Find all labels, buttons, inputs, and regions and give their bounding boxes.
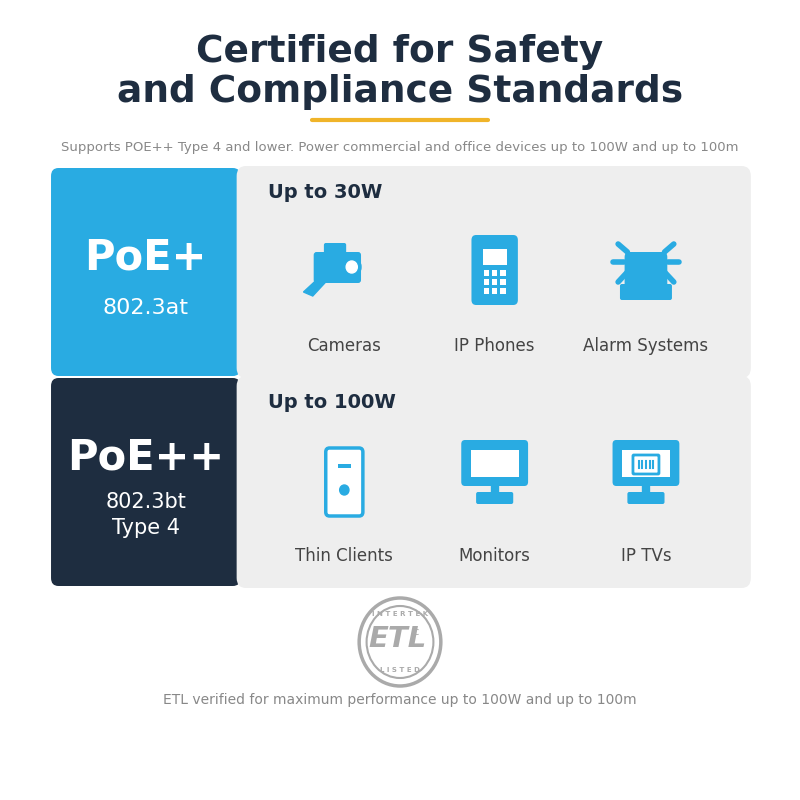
FancyBboxPatch shape	[324, 243, 346, 257]
Text: Type 4: Type 4	[112, 518, 180, 538]
Text: Thin Clients: Thin Clients	[295, 547, 394, 565]
Circle shape	[359, 598, 441, 686]
FancyBboxPatch shape	[500, 270, 506, 276]
Text: ETL: ETL	[368, 625, 426, 653]
FancyBboxPatch shape	[314, 252, 361, 283]
Text: Up to 100W: Up to 100W	[268, 394, 396, 413]
FancyBboxPatch shape	[338, 464, 351, 468]
FancyBboxPatch shape	[620, 284, 672, 300]
FancyBboxPatch shape	[492, 279, 498, 285]
FancyBboxPatch shape	[326, 448, 363, 516]
Text: 802.3bt: 802.3bt	[106, 492, 186, 512]
FancyBboxPatch shape	[476, 492, 514, 504]
FancyBboxPatch shape	[482, 249, 506, 265]
FancyBboxPatch shape	[492, 270, 498, 276]
Text: L I S T E D: L I S T E D	[380, 667, 420, 673]
FancyBboxPatch shape	[500, 279, 506, 285]
Text: I N T E R T E K: I N T E R T E K	[372, 611, 428, 617]
FancyBboxPatch shape	[625, 252, 667, 290]
Text: Certified for Safety: Certified for Safety	[196, 34, 604, 70]
FancyBboxPatch shape	[633, 455, 659, 474]
Text: Up to 30W: Up to 30W	[268, 183, 382, 202]
FancyBboxPatch shape	[462, 440, 528, 486]
Text: IP TVs: IP TVs	[621, 547, 671, 565]
Polygon shape	[303, 280, 328, 296]
Circle shape	[340, 485, 349, 495]
FancyBboxPatch shape	[500, 288, 506, 294]
Circle shape	[346, 261, 358, 273]
Text: PoE+: PoE+	[85, 237, 207, 279]
FancyBboxPatch shape	[51, 378, 240, 586]
FancyBboxPatch shape	[483, 279, 489, 285]
Text: Alarm Systems: Alarm Systems	[583, 337, 709, 355]
FancyBboxPatch shape	[237, 376, 751, 588]
Text: c: c	[413, 627, 418, 637]
Text: Supports POE++ Type 4 and lower. Power commercial and office devices up to 100W : Supports POE++ Type 4 and lower. Power c…	[62, 142, 738, 154]
Text: ETL verified for maximum performance up to 100W and up to 100m: ETL verified for maximum performance up …	[163, 693, 637, 707]
FancyBboxPatch shape	[471, 235, 518, 305]
Text: Cameras: Cameras	[307, 337, 382, 355]
Circle shape	[366, 606, 434, 678]
FancyBboxPatch shape	[470, 450, 518, 477]
Text: Monitors: Monitors	[458, 547, 530, 565]
FancyBboxPatch shape	[483, 288, 489, 294]
FancyBboxPatch shape	[483, 270, 489, 276]
Text: and Compliance Standards: and Compliance Standards	[117, 74, 683, 110]
FancyBboxPatch shape	[492, 288, 498, 294]
Text: PoE++: PoE++	[67, 437, 224, 479]
FancyBboxPatch shape	[622, 450, 670, 477]
Circle shape	[342, 257, 361, 277]
Text: IP Phones: IP Phones	[454, 337, 535, 355]
FancyBboxPatch shape	[627, 492, 665, 504]
FancyBboxPatch shape	[237, 166, 751, 378]
Text: 802.3at: 802.3at	[102, 298, 189, 318]
FancyBboxPatch shape	[613, 440, 679, 486]
FancyBboxPatch shape	[51, 168, 240, 376]
